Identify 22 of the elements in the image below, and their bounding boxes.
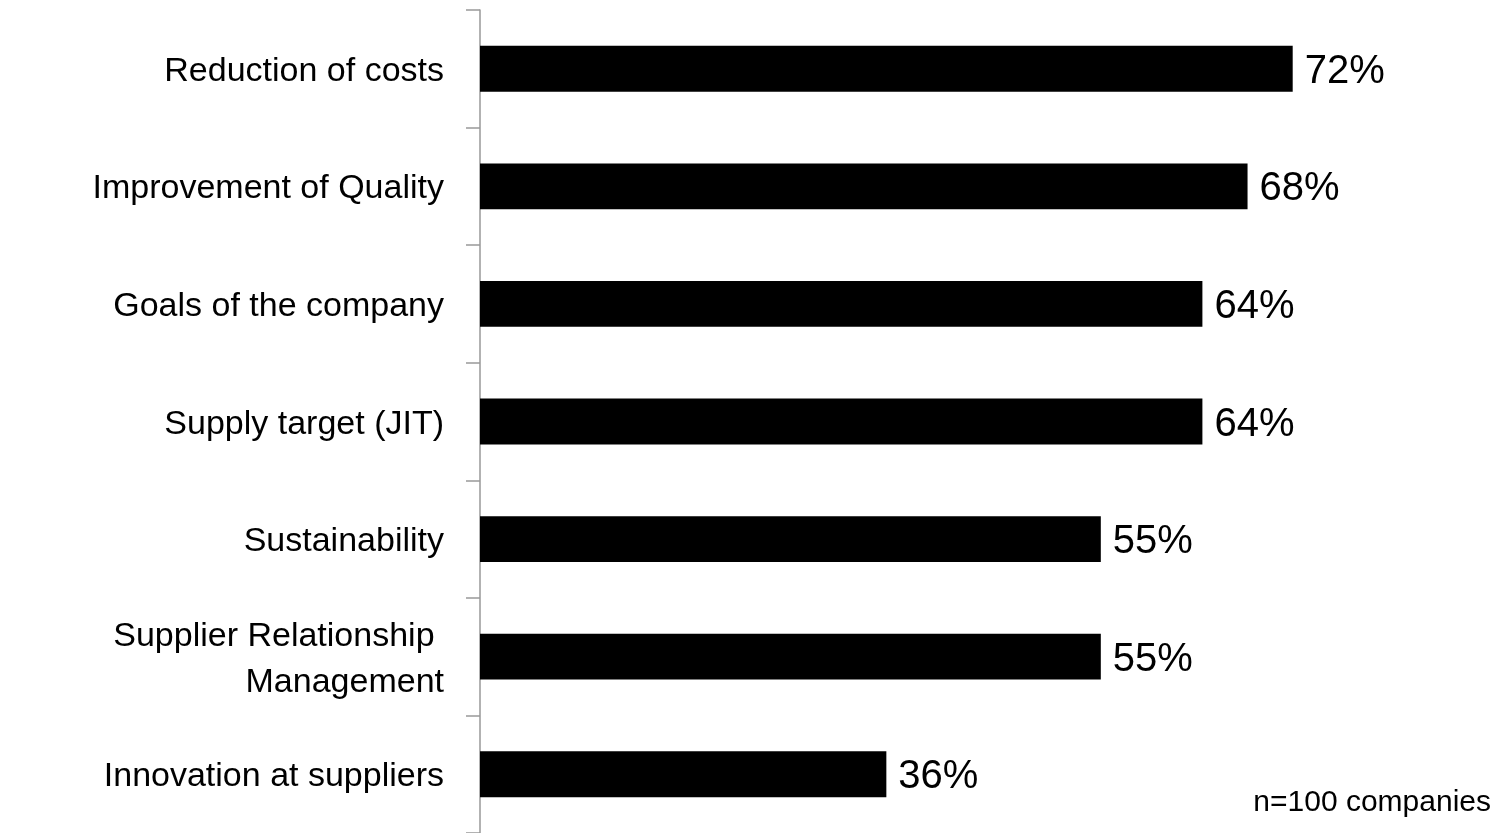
data-label: 72% xyxy=(1304,46,1385,91)
data-label: 64% xyxy=(1214,281,1295,326)
y-tick-label: Reduction of costs xyxy=(164,49,444,88)
y-tick-label: Improvement of Quality xyxy=(92,167,444,206)
data-label: 36% xyxy=(898,752,979,797)
bar xyxy=(480,516,1101,562)
y-tick-label: Goals of the company xyxy=(113,284,444,323)
y-tick-label: Supply target (JIT) xyxy=(164,402,444,441)
bar xyxy=(480,633,1101,680)
bar xyxy=(480,281,1203,327)
data-label: 55% xyxy=(1112,634,1193,679)
bar xyxy=(480,398,1203,445)
data-label: 55% xyxy=(1112,517,1193,562)
bar xyxy=(480,45,1293,92)
y-tick-label: Supplier Relationship Management xyxy=(113,614,445,699)
data-label: 64% xyxy=(1214,399,1295,444)
bar xyxy=(480,751,887,798)
y-tick-label: Sustainability xyxy=(243,520,444,559)
bar xyxy=(480,163,1248,210)
annotation: n=100 companies xyxy=(1253,783,1491,817)
data-label: 68% xyxy=(1259,164,1340,209)
y-tick-label: Innovation at suppliers xyxy=(103,755,444,794)
